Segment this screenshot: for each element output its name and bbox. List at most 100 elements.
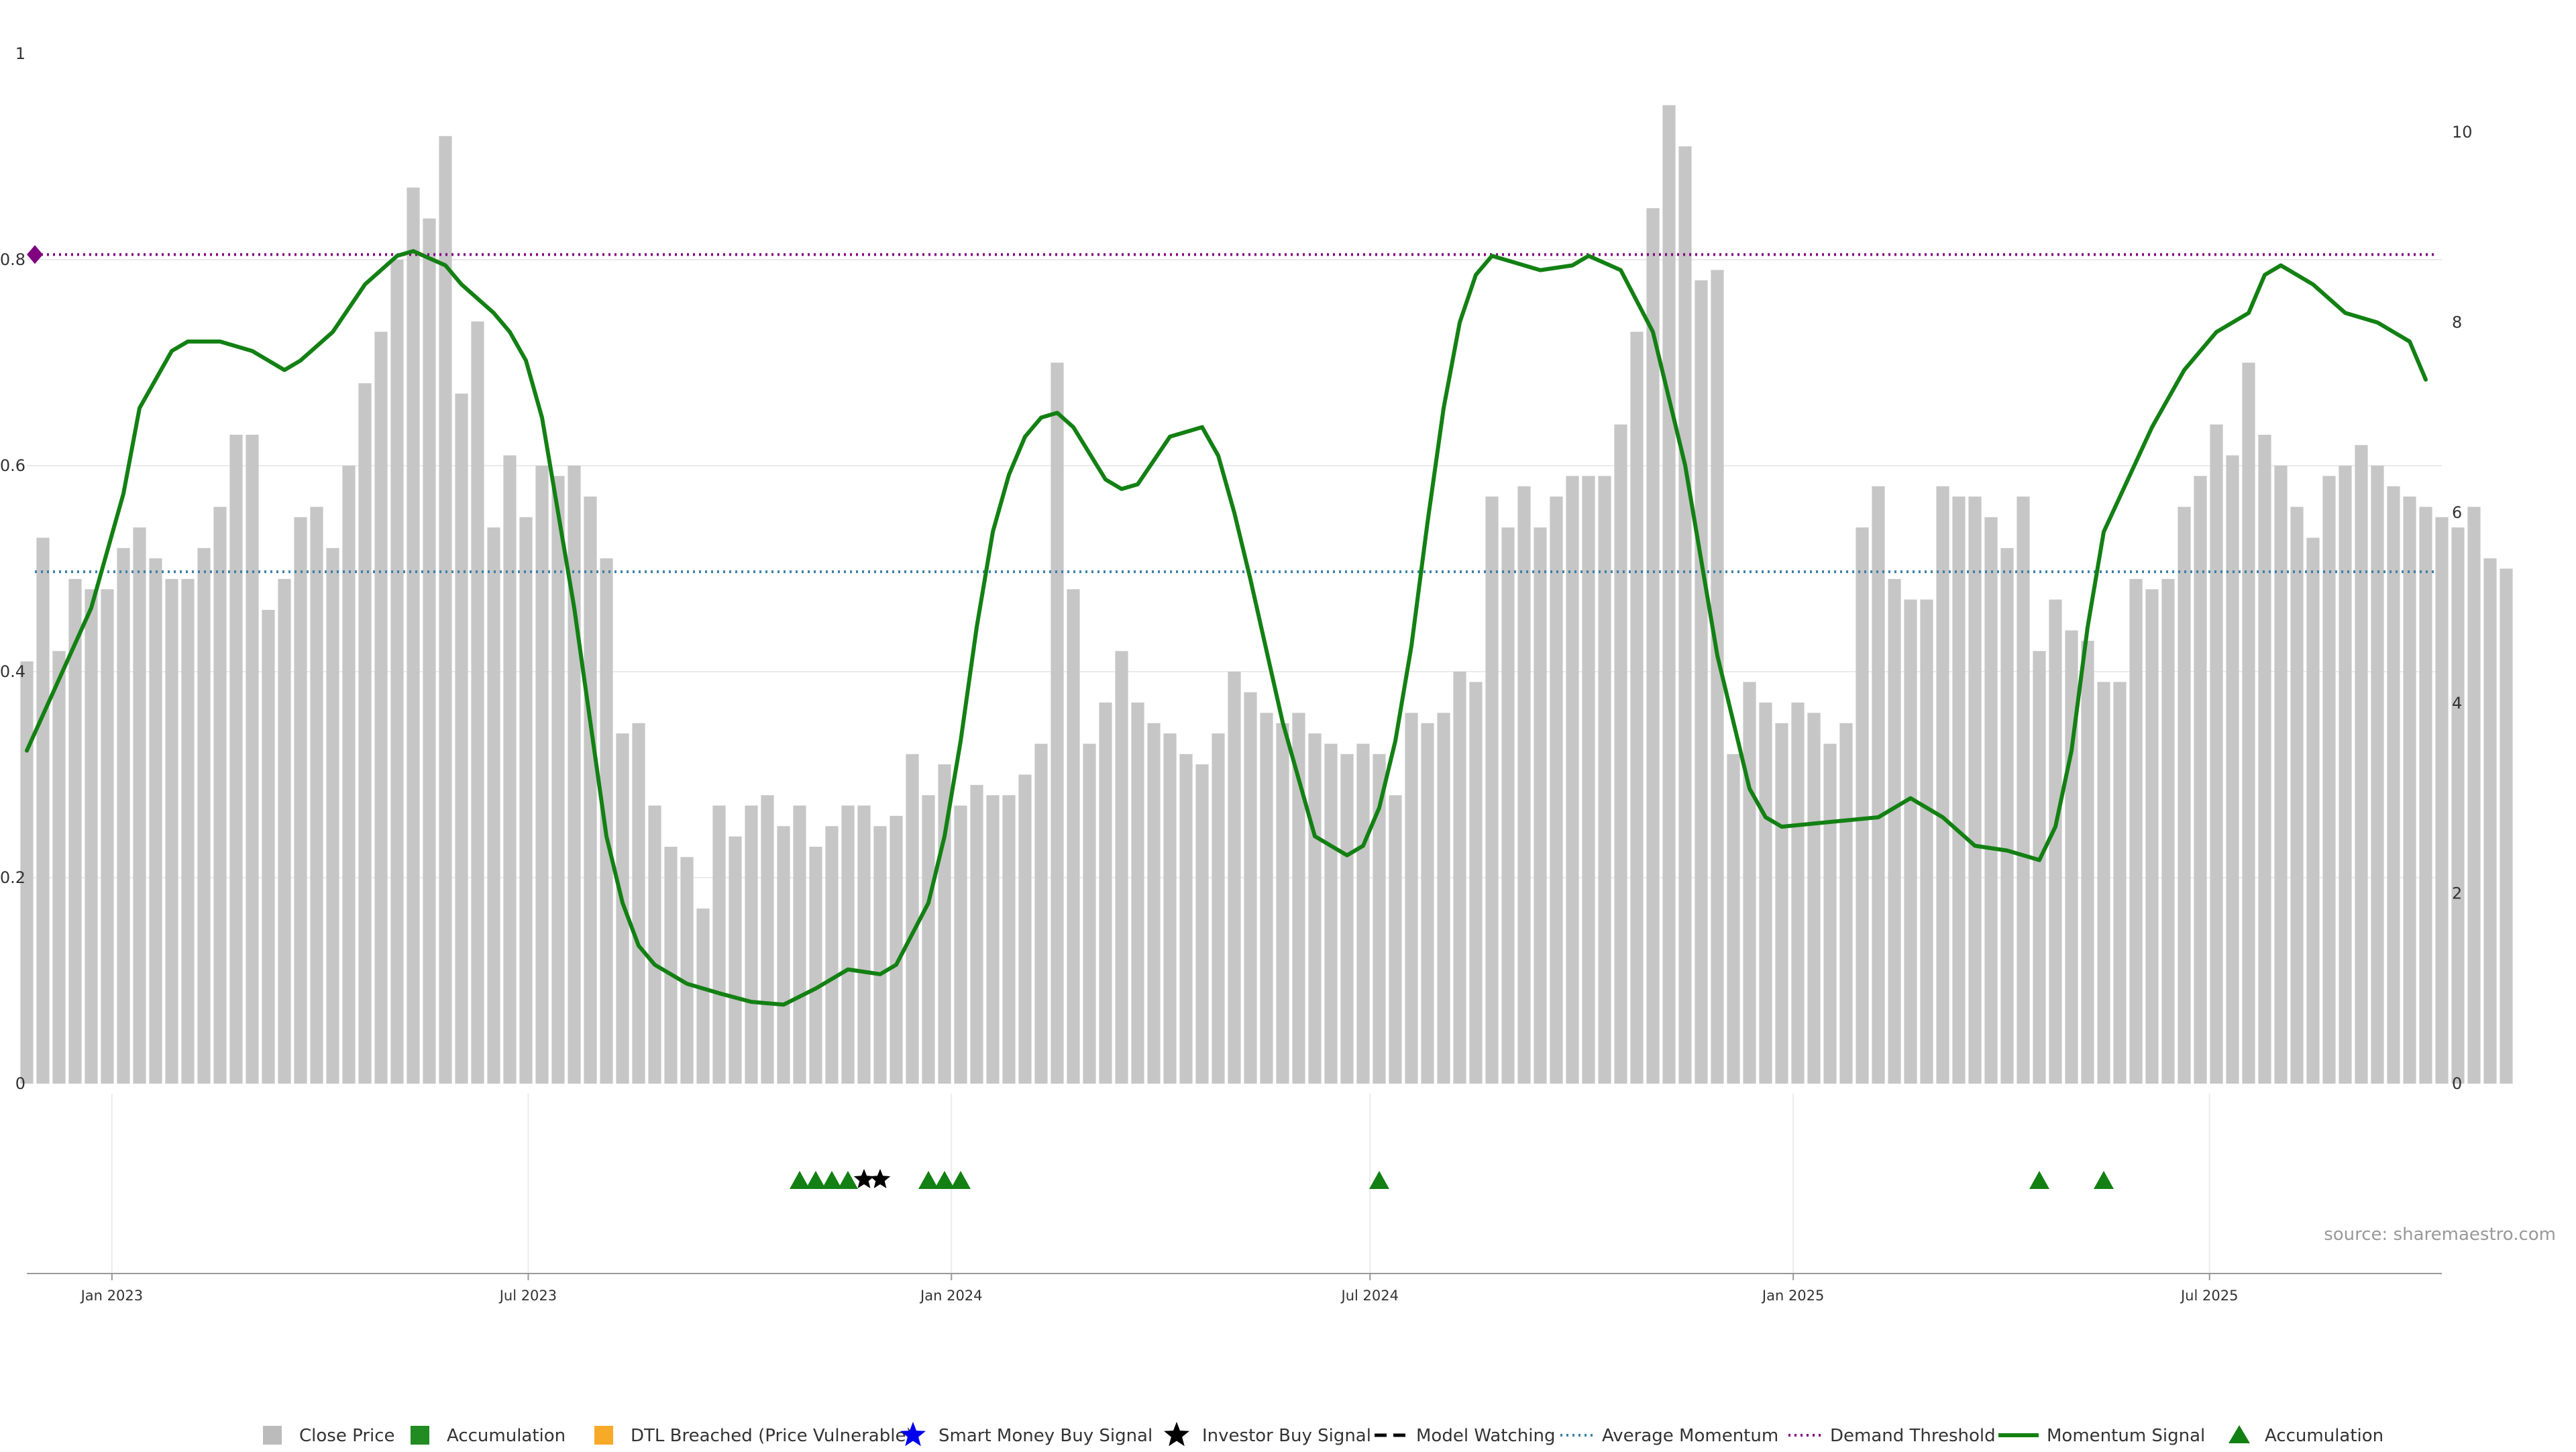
bar-54 (890, 815, 903, 1084)
bar-85 (1389, 795, 1402, 1084)
bar-66 (1083, 743, 1096, 1084)
bar-17 (294, 517, 307, 1084)
bar-94 (1534, 527, 1547, 1084)
bar-55 (906, 754, 919, 1084)
investor-signal-star-4 (853, 1169, 875, 1188)
bar-137 (2226, 455, 2239, 1084)
bar-119 (1936, 486, 1949, 1084)
accumulation-signal-triangle-8 (951, 1171, 971, 1189)
bar-104 (1695, 280, 1708, 1084)
bar-1 (36, 537, 50, 1084)
bar-23 (390, 260, 404, 1084)
bar-133 (2161, 578, 2175, 1084)
y-left-tick-label-1: 0.2 (0, 868, 25, 887)
bar-40 (664, 846, 678, 1084)
bar-51 (841, 805, 855, 1084)
bar-86 (1405, 713, 1418, 1084)
bar-151 (2451, 527, 2465, 1084)
bar-69 (1131, 703, 1144, 1084)
accumulation-signal-triangle-6 (918, 1171, 938, 1189)
bar-149 (2419, 507, 2432, 1084)
bar-87 (1421, 723, 1434, 1084)
bar-136 (2210, 424, 2223, 1084)
bar-48 (793, 805, 806, 1084)
bar-41 (680, 857, 694, 1084)
bar-25 (423, 218, 436, 1084)
bar-116 (1888, 578, 1901, 1084)
bar-110 (1791, 703, 1805, 1084)
bar-106 (1727, 754, 1740, 1084)
bar-39 (648, 805, 661, 1084)
bar-50 (825, 826, 839, 1084)
bar-38 (632, 723, 645, 1084)
bar-101 (1646, 208, 1660, 1084)
x-tick-label-3: Jul 2024 (1340, 1288, 1399, 1304)
bar-118 (1920, 599, 1933, 1084)
bar-100 (1630, 331, 1644, 1084)
bar-109 (1775, 723, 1788, 1084)
bar-11 (197, 548, 211, 1084)
y-right-tick-label-2: 4 (2452, 694, 2462, 713)
bar-58 (954, 805, 967, 1084)
bar-112 (1823, 743, 1837, 1084)
bar-3 (68, 578, 82, 1084)
bar-148 (2403, 497, 2416, 1084)
bar-73 (1195, 764, 1209, 1084)
bar-62 (1018, 774, 1032, 1084)
bar-126 (2049, 599, 2062, 1084)
bar-32 (535, 466, 549, 1084)
bar-108 (1759, 703, 1772, 1084)
x-tick-label-4: Jan 2025 (1761, 1288, 1825, 1304)
bar-45 (745, 805, 758, 1084)
y-right-tick-label-3: 6 (2452, 503, 2462, 522)
legend-label-3: Smart Money Buy Signal (938, 1426, 1152, 1446)
bar-60 (986, 795, 1000, 1084)
accumulation-signal-triangle-11 (2094, 1171, 2114, 1189)
bar-134 (2178, 507, 2191, 1084)
bar-68 (1115, 651, 1128, 1084)
bar-4 (85, 589, 98, 1084)
bar-82 (1340, 754, 1354, 1084)
y-right-tick-label-4: 8 (2452, 313, 2462, 332)
bar-52 (857, 805, 871, 1084)
bar-59 (970, 784, 983, 1084)
bar-53 (873, 826, 887, 1084)
legend-marker-2 (594, 1426, 613, 1445)
legend-label-2: DTL Breached (Price Vulnerable) (631, 1426, 913, 1446)
accumulation-signal-triangle-10 (2029, 1171, 2049, 1189)
bar-12 (213, 507, 227, 1084)
bar-61 (1002, 795, 1016, 1084)
bar-2 (52, 651, 66, 1084)
bar-131 (2129, 578, 2143, 1084)
bar-74 (1212, 733, 1225, 1084)
bar-143 (2322, 476, 2336, 1084)
y-right-tick-label-0: 0 (2452, 1074, 2462, 1093)
bar-127 (2065, 630, 2078, 1084)
bar-122 (1984, 517, 1998, 1084)
bar-70 (1147, 723, 1161, 1084)
bar-121 (1968, 497, 1982, 1084)
bar-120 (1952, 497, 1966, 1084)
bar-26 (439, 136, 452, 1084)
bar-77 (1260, 713, 1273, 1084)
accumulation-signal-triangle-2 (822, 1171, 842, 1189)
legend-label-8: Momentum Signal (2047, 1426, 2205, 1446)
bar-46 (761, 795, 774, 1084)
bar-6 (117, 548, 130, 1084)
bar-98 (1598, 476, 1611, 1084)
legend-marker-0 (263, 1426, 282, 1445)
y-right-tick-label-5: 10 (2452, 123, 2473, 142)
bar-47 (777, 826, 790, 1084)
accumulation-signal-triangle-1 (806, 1171, 826, 1189)
bar-20 (342, 466, 356, 1084)
bar-28 (471, 321, 484, 1084)
legend-marker-1 (411, 1426, 429, 1445)
bar-19 (326, 548, 339, 1084)
y-left-tick-label-5: 1 (15, 44, 25, 63)
bar-80 (1308, 733, 1322, 1084)
bar-89 (1453, 672, 1466, 1084)
bar-13 (229, 434, 243, 1084)
y-left-tick-label-3: 0.6 (0, 456, 25, 475)
